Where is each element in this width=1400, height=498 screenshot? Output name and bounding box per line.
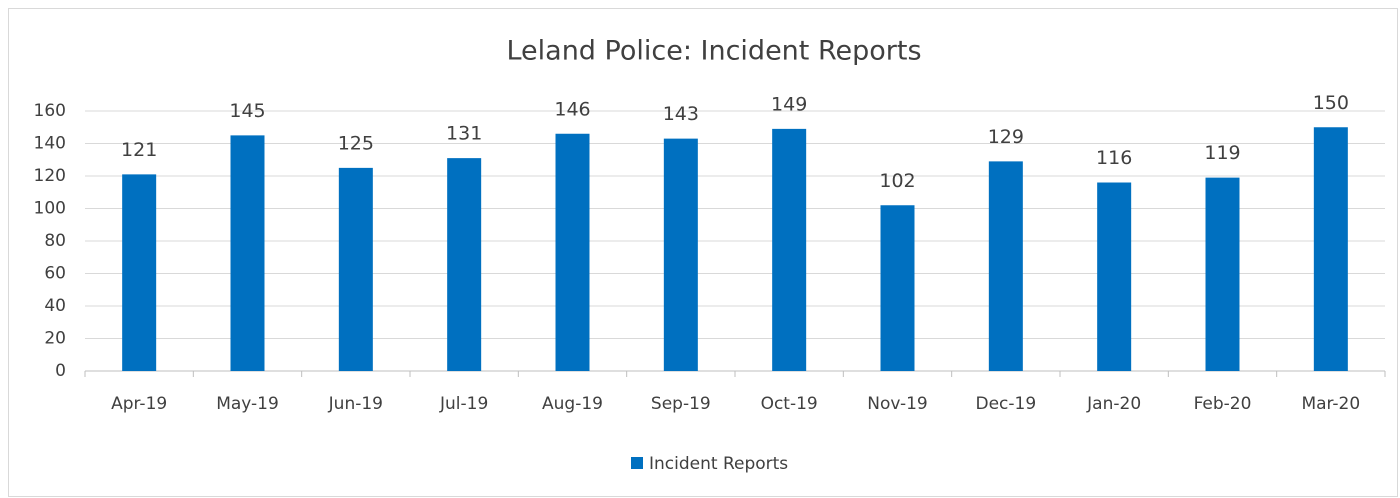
y-tick-label: 160	[34, 101, 66, 121]
bar	[230, 135, 265, 371]
x-tick-label: Aug-19	[542, 394, 603, 414]
legend-label: Incident Reports	[649, 454, 788, 474]
y-tick-label: 0	[55, 361, 66, 381]
x-tick-label: Jan-20	[1086, 394, 1141, 414]
data-label: 121	[121, 139, 157, 161]
x-tick-label: Feb-20	[1194, 394, 1252, 414]
x-tick-label: Jun-19	[328, 394, 383, 414]
bar	[1205, 177, 1240, 371]
x-tick-label: Oct-19	[761, 394, 818, 414]
x-tick-label: Nov-19	[867, 394, 928, 414]
y-tick-label: 120	[34, 166, 66, 186]
chart-frame	[8, 8, 1398, 497]
data-label: 102	[879, 170, 915, 192]
x-tick-label: Dec-19	[975, 394, 1036, 414]
data-label: 145	[229, 100, 265, 122]
x-tick-label: Sep-19	[651, 394, 711, 414]
bar	[663, 138, 698, 371]
bar	[880, 205, 915, 371]
bar	[1313, 127, 1348, 371]
data-label: 149	[771, 93, 807, 115]
y-tick-label: 100	[34, 199, 66, 219]
data-label: 116	[1096, 147, 1132, 169]
x-tick-label: Jul-19	[439, 394, 488, 414]
y-tick-label: 20	[44, 329, 66, 349]
data-label: 146	[554, 98, 590, 120]
bar	[988, 161, 1023, 371]
data-label: 131	[446, 123, 482, 145]
data-label: 143	[663, 103, 699, 125]
x-tick-label: May-19	[216, 394, 279, 414]
legend-swatch	[631, 457, 643, 469]
bar	[338, 167, 373, 371]
bar	[772, 128, 807, 371]
data-label: 129	[988, 126, 1024, 148]
y-tick-label: 40	[44, 296, 66, 316]
x-tick-label: Mar-20	[1301, 394, 1360, 414]
bar	[555, 133, 590, 371]
y-tick-label: 80	[44, 231, 66, 251]
data-label: 150	[1313, 92, 1349, 114]
bar	[447, 158, 482, 371]
bar	[122, 174, 157, 371]
chart-title: Leland Police: Incident Reports	[506, 36, 921, 67]
data-label: 119	[1204, 142, 1240, 164]
data-label: 125	[338, 132, 374, 154]
y-tick-label: 140	[34, 134, 66, 154]
bar	[1097, 182, 1132, 371]
y-tick-label: 60	[44, 264, 66, 284]
x-tick-label: Apr-19	[111, 394, 167, 414]
